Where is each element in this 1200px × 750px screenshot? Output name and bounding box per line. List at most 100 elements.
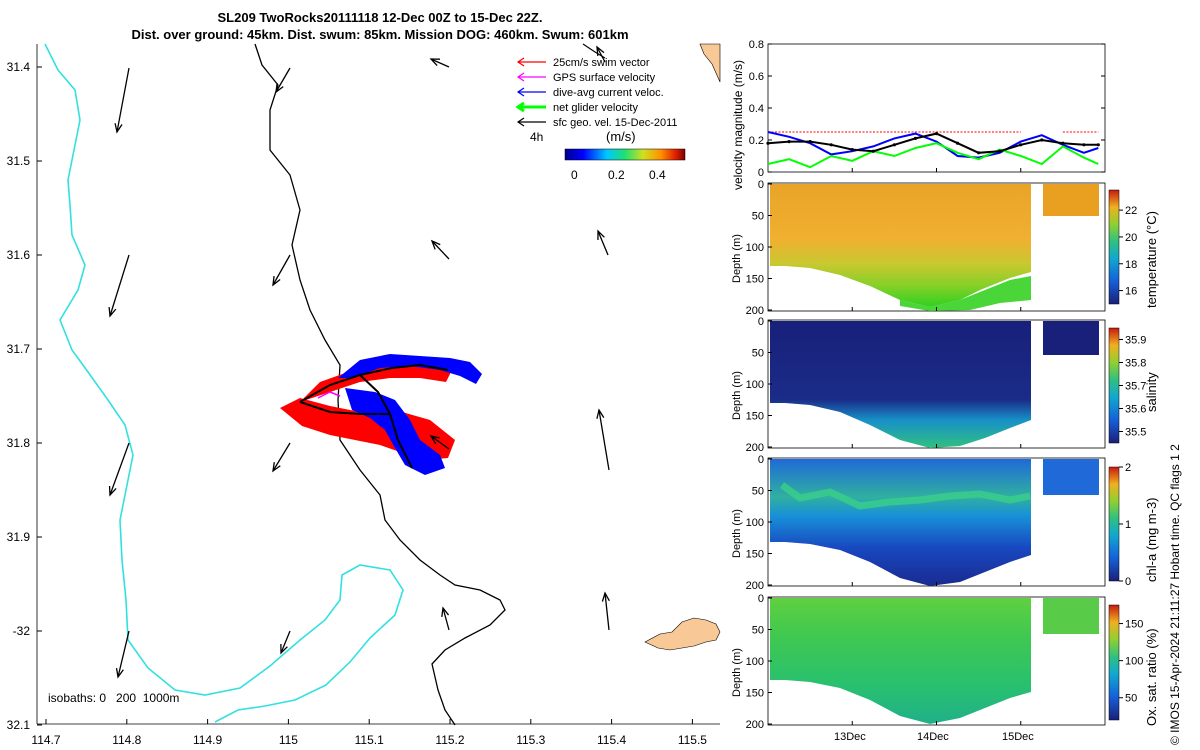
salinity-cbar-label: salinity [1144, 372, 1159, 412]
vel-geo-point [766, 141, 770, 145]
legend-label: net glider velocity [553, 102, 638, 114]
lon-tick-label: 115 [279, 733, 298, 747]
time-tick-15dec: 15Dec [1002, 731, 1034, 743]
geo-velocity-arrowhead [280, 643, 288, 655]
depth-tick-label: 0 [758, 593, 764, 605]
temperature-section-fill-late [1043, 184, 1099, 216]
lat-tick-label: 31.5 [7, 154, 31, 168]
footer-credit: © IMOS 15-Apr-2024 21:11:27 Hobart time.… [1168, 444, 1182, 745]
lon-tick-label: 115.5 [678, 733, 707, 747]
vel-ytick-label: 0 [758, 167, 764, 179]
geo-velocity-arrow [117, 630, 130, 678]
geo-velocity-arrow [597, 230, 609, 256]
velocity-ylabel: velocity magnitude (m/s) [731, 60, 745, 190]
depth-tick-label: 0 [758, 179, 764, 191]
chla-maximum-layer [779, 482, 1031, 510]
vel-geo-point [829, 143, 833, 147]
vel-series-2 [767, 142, 1099, 169]
cbar-tick-label: 1 [1125, 519, 1131, 531]
geo-velocity-arrowhead [597, 229, 605, 241]
geo-velocity-arrowhead [596, 45, 605, 57]
temperature-cbar-label: temperature (°C) [1144, 211, 1159, 308]
map-colorbar-tick-1: 0.2 [608, 168, 625, 182]
map-legend: 25cm/s swim vector GPS surface velocity di… [515, 57, 678, 129]
lon-tick-label: 115.4 [597, 733, 626, 747]
depth-tick-label: 0 [758, 454, 764, 466]
depth-tick-label: 50 [752, 486, 764, 498]
geo-velocity-arrowhead [596, 408, 605, 419]
legend-swatch-head [516, 87, 525, 97]
cbar-tick-label: 35.5 [1125, 427, 1146, 439]
vel-geo-point [871, 149, 875, 153]
cbar-tick-label: 100 [1125, 656, 1143, 668]
geo-velocity-arrowhead [430, 239, 441, 250]
time-tick-13dec: 13Dec [834, 731, 866, 743]
depth-tick-label: 150 [746, 274, 764, 286]
vel-geo-point [850, 148, 854, 152]
lat-tick-label: 31.6 [7, 248, 31, 262]
depth-tick-label: 50 [752, 211, 764, 223]
geo-velocity-arrowhead [441, 606, 450, 618]
geo-velocity-arrow [116, 67, 130, 133]
vel-geo-point [1082, 143, 1086, 147]
depth-tick-label: 200 [746, 719, 764, 731]
lat-tick-label: 31.7 [7, 342, 31, 356]
vel-geo-point [955, 141, 960, 145]
lon-tick-label: 115.3 [516, 733, 545, 747]
depth-tick-label: 50 [752, 625, 764, 637]
map-interval-label: 4h [530, 130, 543, 144]
depth-tick-label: 200 [746, 305, 764, 317]
vel-geo-point [1096, 143, 1100, 147]
geo-velocity-arrowhead [272, 462, 281, 473]
time-series-panels: 0 0.2 0.4 0.6 0.8 velocity magnitude (m/s) 0… [731, 39, 1159, 743]
legend-swatch-head [516, 72, 525, 82]
geo-velocity-arrow [430, 435, 450, 450]
oxygen-section-fill-late [1043, 598, 1099, 634]
depth-axis-label: Depth (m) [731, 509, 743, 558]
cbar-tick-label: 150 [1125, 619, 1143, 631]
cbar-tick-label: 22 [1125, 205, 1137, 217]
vel-geo-point [998, 149, 1002, 153]
isobaths-label: isobaths: 0 200 1000m [48, 691, 179, 705]
lat-tick-label: 31.9 [7, 530, 31, 544]
map-colorbar-tick-2: 0.4 [649, 168, 666, 182]
sfc-geo-velocity-arrows [108, 45, 610, 679]
legend-label: GPS surface velocity [553, 72, 656, 84]
vel-ytick-label: 0.8 [749, 39, 764, 51]
temperature-bottom-green [900, 276, 1031, 311]
lat-tick-label: 31.4 [7, 60, 31, 74]
geo-velocity-arrow [596, 46, 606, 63]
vel-geo-point [787, 140, 791, 144]
geo-velocity-arrowhead [108, 485, 117, 497]
legend-swatch-head [516, 57, 525, 67]
legend-swatch-head [516, 117, 525, 127]
lon-tick-label: 114.9 [193, 733, 222, 747]
vel-geo-point [977, 151, 981, 155]
vel-geo-point [892, 143, 896, 147]
cbar-tick-label: 0 [1125, 576, 1131, 588]
geo-velocity-arrowhead [429, 435, 440, 445]
velocity-magnitude-chart: 0 0.2 0.4 0.6 0.8 [749, 39, 1105, 179]
geo-velocity-arrowhead [114, 123, 123, 134]
geo-velocity-arrow [598, 409, 610, 471]
salinity-section-fill-late [1043, 321, 1099, 355]
map-colorbar-unit: (m/s) [606, 129, 636, 144]
vel-geo-point [1019, 143, 1023, 147]
cbar-tick-label: 35.9 [1125, 335, 1146, 347]
lat-tick-label: 32.1 [7, 718, 31, 732]
geo-velocity-arrowhead [108, 306, 117, 318]
salinity-section-fill [770, 321, 1031, 448]
legend-label: sfc geo. vel. 15-Dec-2011 [553, 117, 678, 129]
vel-ytick-label: 0.6 [749, 71, 764, 83]
vel-ytick-label: 0.4 [749, 103, 764, 115]
depth-tick-label: 200 [746, 442, 764, 454]
lon-tick-label: 114.8 [112, 733, 141, 747]
geo-velocity-arrow [430, 58, 450, 68]
lat-tick-label: 31.8 [7, 436, 31, 450]
vel-ytick-label: 0.2 [749, 135, 764, 147]
geo-velocity-arrow [275, 67, 291, 93]
lon-tick-label: 114.7 [31, 733, 60, 747]
coastline-isobath-0 [44, 43, 404, 723]
